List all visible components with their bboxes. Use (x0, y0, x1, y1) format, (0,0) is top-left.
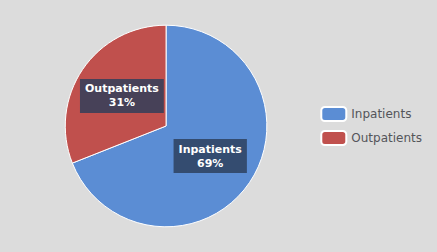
svg-text:69%: 69% (197, 157, 223, 170)
svg-text:Outpatients: Outpatients (351, 131, 422, 145)
svg-text:Outpatients: Outpatients (85, 82, 159, 95)
svg-text:Inpatients: Inpatients (179, 143, 243, 156)
svg-text:Inpatients: Inpatients (351, 107, 411, 121)
svg-text:31%: 31% (109, 96, 135, 109)
